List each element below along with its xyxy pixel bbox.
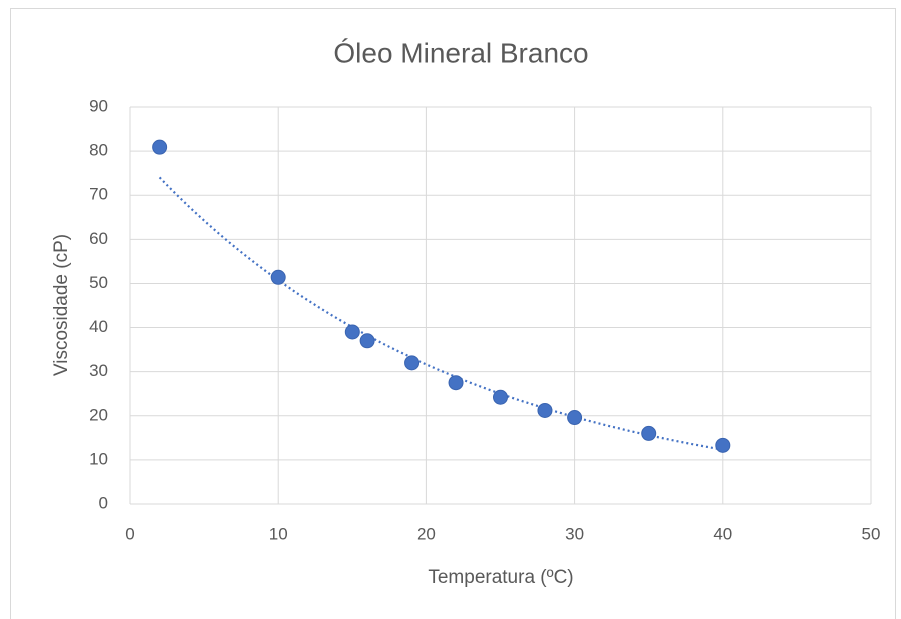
data-point: [359, 333, 375, 349]
y-tick-label: 10: [89, 449, 108, 468]
y-tick-label: 70: [89, 185, 108, 204]
data-point: [641, 425, 657, 441]
data-point: [270, 269, 286, 285]
x-tick-label: 0: [125, 524, 134, 543]
data-point: [448, 375, 464, 391]
x-tick-label: 10: [269, 524, 288, 543]
x-tick-label: 20: [417, 524, 436, 543]
y-tick-label: 20: [89, 405, 108, 424]
y-axis-title: Viscosidade (cP): [51, 234, 72, 376]
y-tick-label: 80: [89, 141, 108, 160]
y-tick-label: 30: [89, 361, 108, 380]
data-point: [567, 410, 583, 426]
y-tick-label: 50: [89, 273, 108, 292]
data-point: [715, 437, 731, 453]
data-point: [493, 389, 508, 405]
x-axis-title: Temperatura (ºC): [428, 567, 573, 588]
data-point: [404, 355, 420, 371]
data-point: [152, 139, 168, 155]
chart-frame: [10, 8, 896, 619]
x-tick-label: 30: [565, 524, 584, 543]
y-tick-label: 90: [89, 96, 108, 115]
y-tick-label: 0: [99, 493, 108, 512]
x-tick-label: 40: [713, 524, 732, 543]
trendline: [158, 176, 723, 451]
x-tick-label: 50: [862, 524, 881, 543]
chart-title: Óleo Mineral Branco: [333, 37, 588, 68]
y-tick-label: 60: [89, 229, 108, 248]
y-tick-label: 40: [89, 317, 108, 336]
data-point: [344, 324, 360, 340]
data-point: [537, 402, 553, 418]
